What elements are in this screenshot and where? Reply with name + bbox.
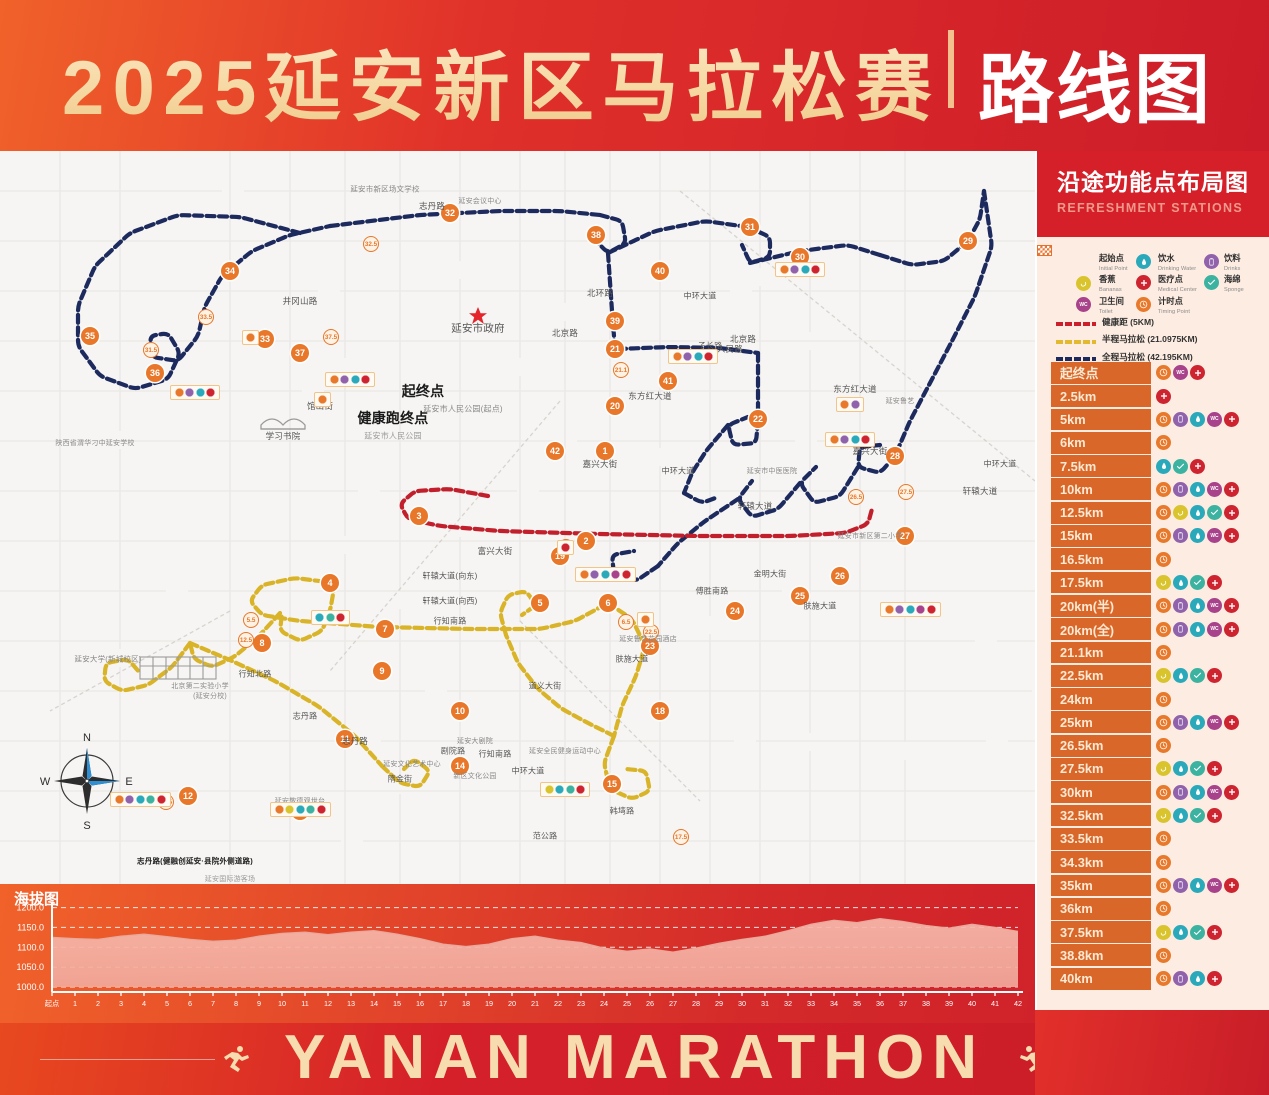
svg-text:6: 6 bbox=[188, 999, 192, 1008]
svg-text:29: 29 bbox=[715, 999, 723, 1008]
svg-text:28: 28 bbox=[692, 999, 700, 1008]
svg-text:40: 40 bbox=[968, 999, 976, 1008]
svg-text:起点: 起点 bbox=[45, 999, 60, 1008]
svg-text:33: 33 bbox=[807, 999, 815, 1008]
svg-text:7: 7 bbox=[211, 999, 215, 1008]
svg-text:31: 31 bbox=[761, 999, 769, 1008]
svg-text:30: 30 bbox=[738, 999, 746, 1008]
svg-text:16: 16 bbox=[416, 999, 424, 1008]
svg-text:42: 42 bbox=[1014, 999, 1022, 1008]
svg-text:13: 13 bbox=[347, 999, 355, 1008]
svg-text:15: 15 bbox=[393, 999, 401, 1008]
svg-text:22: 22 bbox=[554, 999, 562, 1008]
svg-text:1000.0: 1000.0 bbox=[16, 982, 44, 992]
svg-text:1200.0: 1200.0 bbox=[16, 903, 44, 913]
svg-text:27: 27 bbox=[669, 999, 677, 1008]
svg-text:24: 24 bbox=[600, 999, 608, 1008]
svg-text:11: 11 bbox=[301, 999, 309, 1008]
svg-text:23: 23 bbox=[577, 999, 585, 1008]
svg-text:8: 8 bbox=[234, 999, 238, 1008]
svg-text:21: 21 bbox=[531, 999, 539, 1008]
svg-text:39: 39 bbox=[945, 999, 953, 1008]
svg-text:41: 41 bbox=[991, 999, 999, 1008]
svg-text:4: 4 bbox=[142, 999, 146, 1008]
svg-text:1100.0: 1100.0 bbox=[17, 942, 44, 952]
svg-text:1150.0: 1150.0 bbox=[17, 922, 44, 932]
svg-text:35: 35 bbox=[853, 999, 861, 1008]
svg-text:3: 3 bbox=[119, 999, 123, 1008]
svg-text:20: 20 bbox=[508, 999, 516, 1008]
svg-text:19: 19 bbox=[485, 999, 493, 1008]
svg-text:12: 12 bbox=[324, 999, 332, 1008]
svg-text:17: 17 bbox=[439, 999, 447, 1008]
svg-text:14: 14 bbox=[370, 999, 378, 1008]
svg-text:36: 36 bbox=[876, 999, 884, 1008]
svg-text:2: 2 bbox=[96, 999, 100, 1008]
svg-text:34: 34 bbox=[830, 999, 838, 1008]
svg-text:5: 5 bbox=[165, 999, 169, 1008]
svg-text:37: 37 bbox=[899, 999, 907, 1008]
svg-text:18: 18 bbox=[462, 999, 470, 1008]
svg-text:32: 32 bbox=[784, 999, 792, 1008]
svg-text:1: 1 bbox=[73, 999, 77, 1008]
svg-text:10: 10 bbox=[278, 999, 286, 1008]
svg-text:9: 9 bbox=[257, 999, 261, 1008]
svg-text:1050.0: 1050.0 bbox=[16, 962, 44, 972]
svg-text:26: 26 bbox=[646, 999, 654, 1008]
svg-text:38: 38 bbox=[922, 999, 930, 1008]
svg-text:25: 25 bbox=[623, 999, 631, 1008]
